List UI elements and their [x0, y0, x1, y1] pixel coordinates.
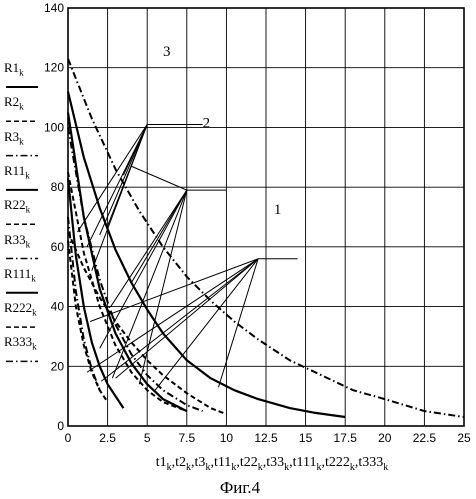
- y-tick-label: 140: [44, 1, 64, 15]
- leader-line: [108, 124, 148, 226]
- x-tick-label: 22.5: [413, 431, 437, 445]
- x-tick-label: 5: [144, 431, 151, 445]
- leader-line: [218, 259, 258, 387]
- y-tick-label: 60: [51, 240, 65, 254]
- leader-line: [100, 124, 148, 234]
- y-tick-label: 20: [51, 359, 65, 373]
- legend-entry-subscript: k: [32, 308, 37, 318]
- y-tick-label: 0: [57, 419, 64, 433]
- legend-entry: R33k: [4, 232, 30, 250]
- legend-entry: R1k: [4, 60, 24, 78]
- legend-entry-label: R3: [4, 129, 19, 144]
- x-tick-label: 15: [299, 431, 313, 445]
- legend-entry-subscript: k: [19, 68, 24, 78]
- y-tick-label: 80: [51, 180, 65, 194]
- legend-entry: R2k: [4, 94, 24, 112]
- leader-line: [131, 166, 186, 190]
- legend-entry: R3k: [4, 129, 24, 147]
- legend-entry-label: R11: [4, 163, 25, 178]
- legend-entry-subscript: k: [19, 102, 24, 112]
- legend-entry-label: R33: [4, 232, 26, 247]
- x-tick-label: 25: [457, 431, 471, 445]
- y-tick-label: 120: [44, 61, 64, 75]
- x-tick-label: 20: [378, 431, 392, 445]
- leader-line: [131, 190, 186, 283]
- legend-entry-subscript: k: [31, 273, 36, 283]
- annotation-label: 3: [163, 44, 171, 60]
- legend-entry-label: R1: [4, 60, 19, 75]
- x-tick-label: 2.5: [99, 431, 116, 445]
- legend-entry-label: R222: [4, 300, 32, 315]
- legend-entry-label: R2: [4, 94, 19, 109]
- legend-entry: R11k: [4, 163, 30, 181]
- x-tick-label: 17.5: [334, 431, 358, 445]
- grid: [68, 8, 464, 426]
- legend-entry: R222k: [4, 300, 37, 318]
- y-tick-label: 100: [44, 120, 64, 134]
- legend-entry: R22k: [4, 197, 30, 215]
- legend-entry-subscript: k: [19, 136, 24, 146]
- x-tick-label: 12.5: [254, 431, 278, 445]
- legend-entry: R333k: [4, 334, 37, 352]
- x-tick-label: 10: [220, 431, 234, 445]
- series-line-R111k: [68, 92, 345, 417]
- leader-line: [139, 190, 187, 384]
- legend-entry: R111k: [4, 266, 36, 284]
- y-tick-label: 40: [51, 300, 65, 314]
- legend-entry-subscript: k: [26, 205, 31, 215]
- legend-entry-subscript: k: [26, 239, 31, 249]
- x-axis-label: t1k,t2k,t3k,t11k,t22k,t33k,t111k,t222k,t…: [156, 455, 388, 473]
- legend-entry-label: R333: [4, 334, 32, 349]
- x-tick-label: 0: [65, 431, 72, 445]
- legend-entry-label: R111: [4, 266, 31, 281]
- legend-entry-subscript: k: [25, 170, 30, 180]
- leader-line: [101, 259, 258, 381]
- leader-line: [111, 190, 187, 306]
- legend-entry-subscript: k: [32, 342, 37, 352]
- figure-caption: Фиг.4: [220, 478, 261, 497]
- annotation-label: 1: [274, 202, 282, 218]
- x-tick-label: 7.5: [178, 431, 195, 445]
- annotation-label: 2: [203, 115, 211, 131]
- annotations: 1 2 3: [78, 44, 298, 390]
- legend-entry-label: R22: [4, 197, 26, 212]
